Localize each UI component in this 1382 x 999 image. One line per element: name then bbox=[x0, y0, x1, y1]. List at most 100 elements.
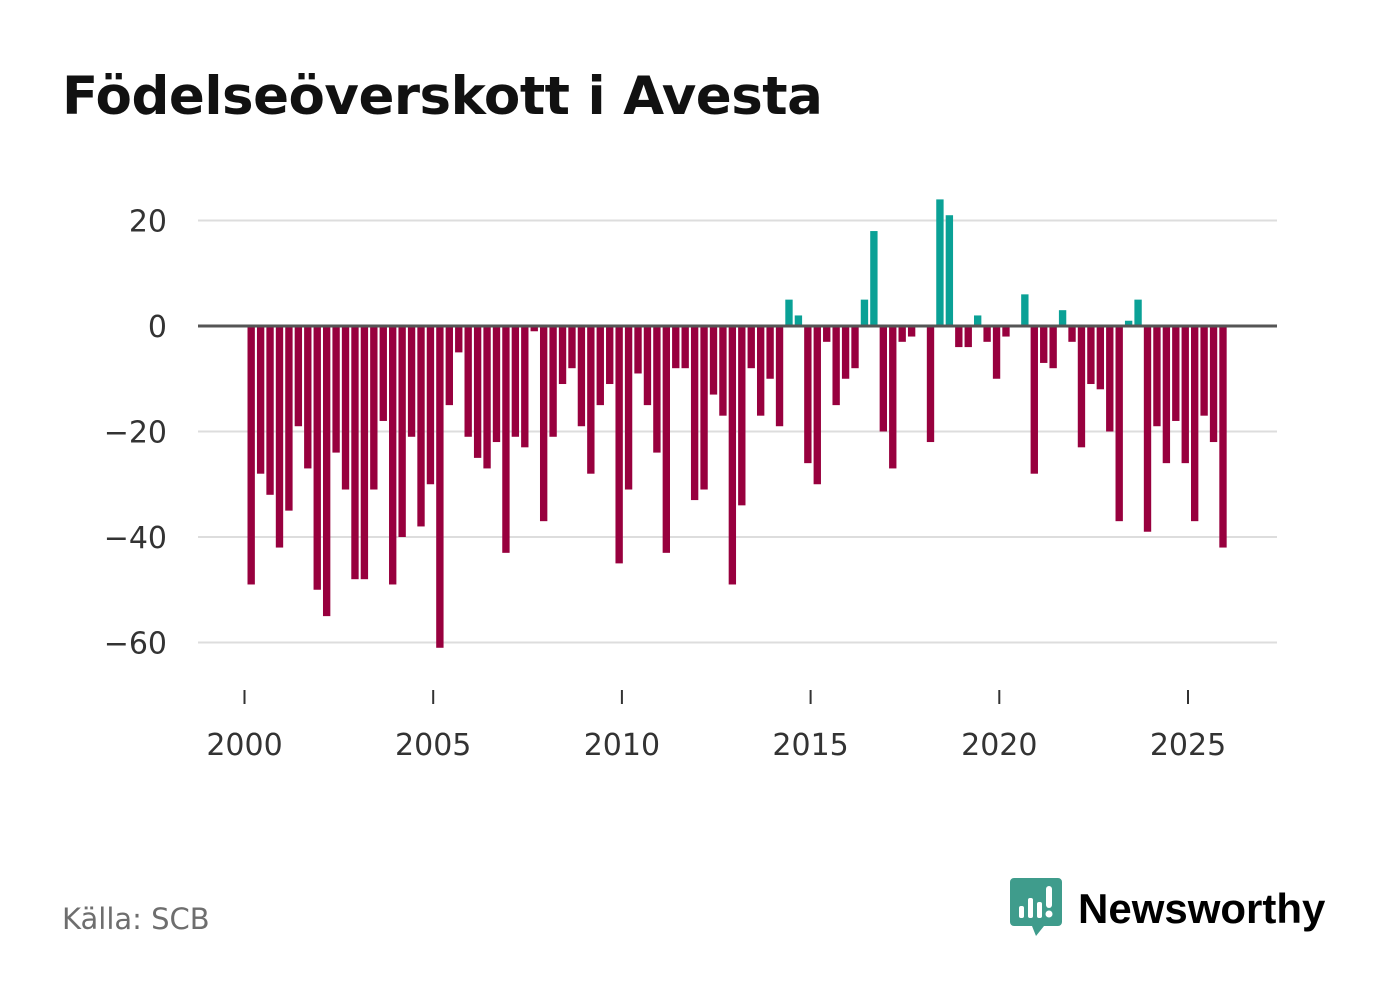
bar bbox=[926, 326, 935, 443]
bar bbox=[709, 326, 718, 395]
bar-chart: 20 0 −20 −40 −60 2000 2005 2010 2015 2020 2025 bbox=[104, 199, 1277, 763]
bar bbox=[502, 326, 510, 553]
bar bbox=[1068, 326, 1076, 342]
bar bbox=[1049, 326, 1057, 369]
bar bbox=[1124, 320, 1133, 326]
bar bbox=[445, 326, 453, 406]
bar bbox=[464, 326, 472, 437]
bar bbox=[360, 326, 369, 580]
bar bbox=[1219, 326, 1227, 548]
bar bbox=[285, 326, 293, 511]
y-tick-label: 0 bbox=[148, 310, 167, 345]
bar bbox=[256, 326, 265, 474]
y-tick-label: −20 bbox=[104, 416, 167, 451]
bar bbox=[606, 326, 614, 385]
y-tick-label: −60 bbox=[104, 627, 167, 662]
bar bbox=[889, 326, 897, 469]
bar bbox=[587, 326, 595, 474]
bar bbox=[1200, 326, 1208, 416]
bar bbox=[728, 326, 737, 585]
bar bbox=[700, 326, 708, 490]
bar bbox=[332, 326, 340, 453]
bar-chart-speech-bubble-icon bbox=[1010, 878, 1062, 936]
bar bbox=[1106, 326, 1114, 432]
bar bbox=[417, 326, 425, 527]
bar bbox=[473, 326, 482, 458]
source-note: Källa: SCB bbox=[62, 902, 210, 936]
bar bbox=[785, 299, 793, 327]
bar bbox=[974, 315, 982, 326]
y-axis-tick-labels: 20 0 −20 −40 −60 bbox=[104, 205, 167, 662]
y-tick-label: 20 bbox=[129, 205, 167, 240]
x-tick-label: 2020 bbox=[961, 728, 1037, 763]
bar bbox=[672, 326, 680, 369]
bar bbox=[634, 326, 642, 374]
bar bbox=[596, 326, 604, 406]
bar bbox=[539, 326, 548, 522]
bar bbox=[907, 326, 916, 337]
y-tick-label: −40 bbox=[104, 521, 167, 556]
bar bbox=[1040, 326, 1048, 363]
bar bbox=[992, 326, 1001, 379]
bar bbox=[558, 326, 567, 385]
x-tick-label: 2015 bbox=[772, 728, 848, 763]
bar bbox=[304, 326, 312, 469]
bar bbox=[1115, 326, 1123, 522]
bar bbox=[624, 326, 633, 490]
bar bbox=[823, 326, 831, 342]
bar bbox=[681, 326, 689, 369]
bar bbox=[945, 215, 954, 326]
chart-title: Födelseöverskott i Avesta bbox=[62, 66, 823, 127]
bar bbox=[1030, 326, 1038, 474]
bar bbox=[275, 326, 284, 548]
bar bbox=[492, 326, 501, 443]
bar bbox=[577, 326, 586, 427]
bar bbox=[1021, 294, 1029, 326]
bar bbox=[898, 326, 906, 342]
bar bbox=[813, 326, 821, 485]
bar bbox=[389, 326, 397, 585]
bar bbox=[398, 326, 406, 537]
bar bbox=[247, 326, 255, 585]
bar bbox=[313, 326, 321, 590]
bar bbox=[719, 326, 727, 416]
bar bbox=[936, 199, 944, 326]
bar bbox=[775, 326, 784, 427]
bar bbox=[1143, 326, 1152, 532]
bar bbox=[266, 326, 274, 495]
bar bbox=[1181, 326, 1189, 464]
x-axis: 2000 2005 2010 2015 2020 2025 bbox=[206, 690, 1226, 763]
bar bbox=[653, 326, 661, 453]
bar bbox=[794, 315, 803, 326]
bar bbox=[436, 326, 444, 648]
newsworthy-logo[interactable]: Newsworthy bbox=[1010, 878, 1325, 940]
bar bbox=[851, 326, 859, 369]
bar bbox=[1087, 326, 1095, 385]
brand-name: Newsworthy bbox=[1078, 885, 1326, 932]
bar bbox=[738, 326, 746, 506]
bar bbox=[1077, 326, 1086, 448]
bar bbox=[341, 326, 350, 490]
bar bbox=[615, 326, 623, 564]
gridlines bbox=[198, 219, 1277, 644]
bar bbox=[955, 326, 963, 348]
bar bbox=[511, 326, 520, 437]
bar bbox=[1134, 299, 1142, 327]
bar bbox=[294, 326, 303, 427]
bar bbox=[766, 326, 774, 379]
bar bbox=[756, 326, 765, 416]
bar bbox=[690, 326, 699, 501]
bar bbox=[860, 299, 869, 327]
bar bbox=[964, 326, 972, 348]
bar bbox=[426, 326, 435, 485]
bar bbox=[1096, 326, 1105, 390]
x-tick-label: 2005 bbox=[395, 728, 471, 763]
bar bbox=[568, 326, 576, 369]
bar bbox=[870, 231, 878, 326]
bar bbox=[370, 326, 378, 490]
bar bbox=[407, 326, 416, 437]
bar bbox=[1153, 326, 1161, 427]
bar bbox=[643, 326, 652, 406]
bar bbox=[832, 326, 840, 406]
x-tick-label: 2010 bbox=[584, 728, 660, 763]
